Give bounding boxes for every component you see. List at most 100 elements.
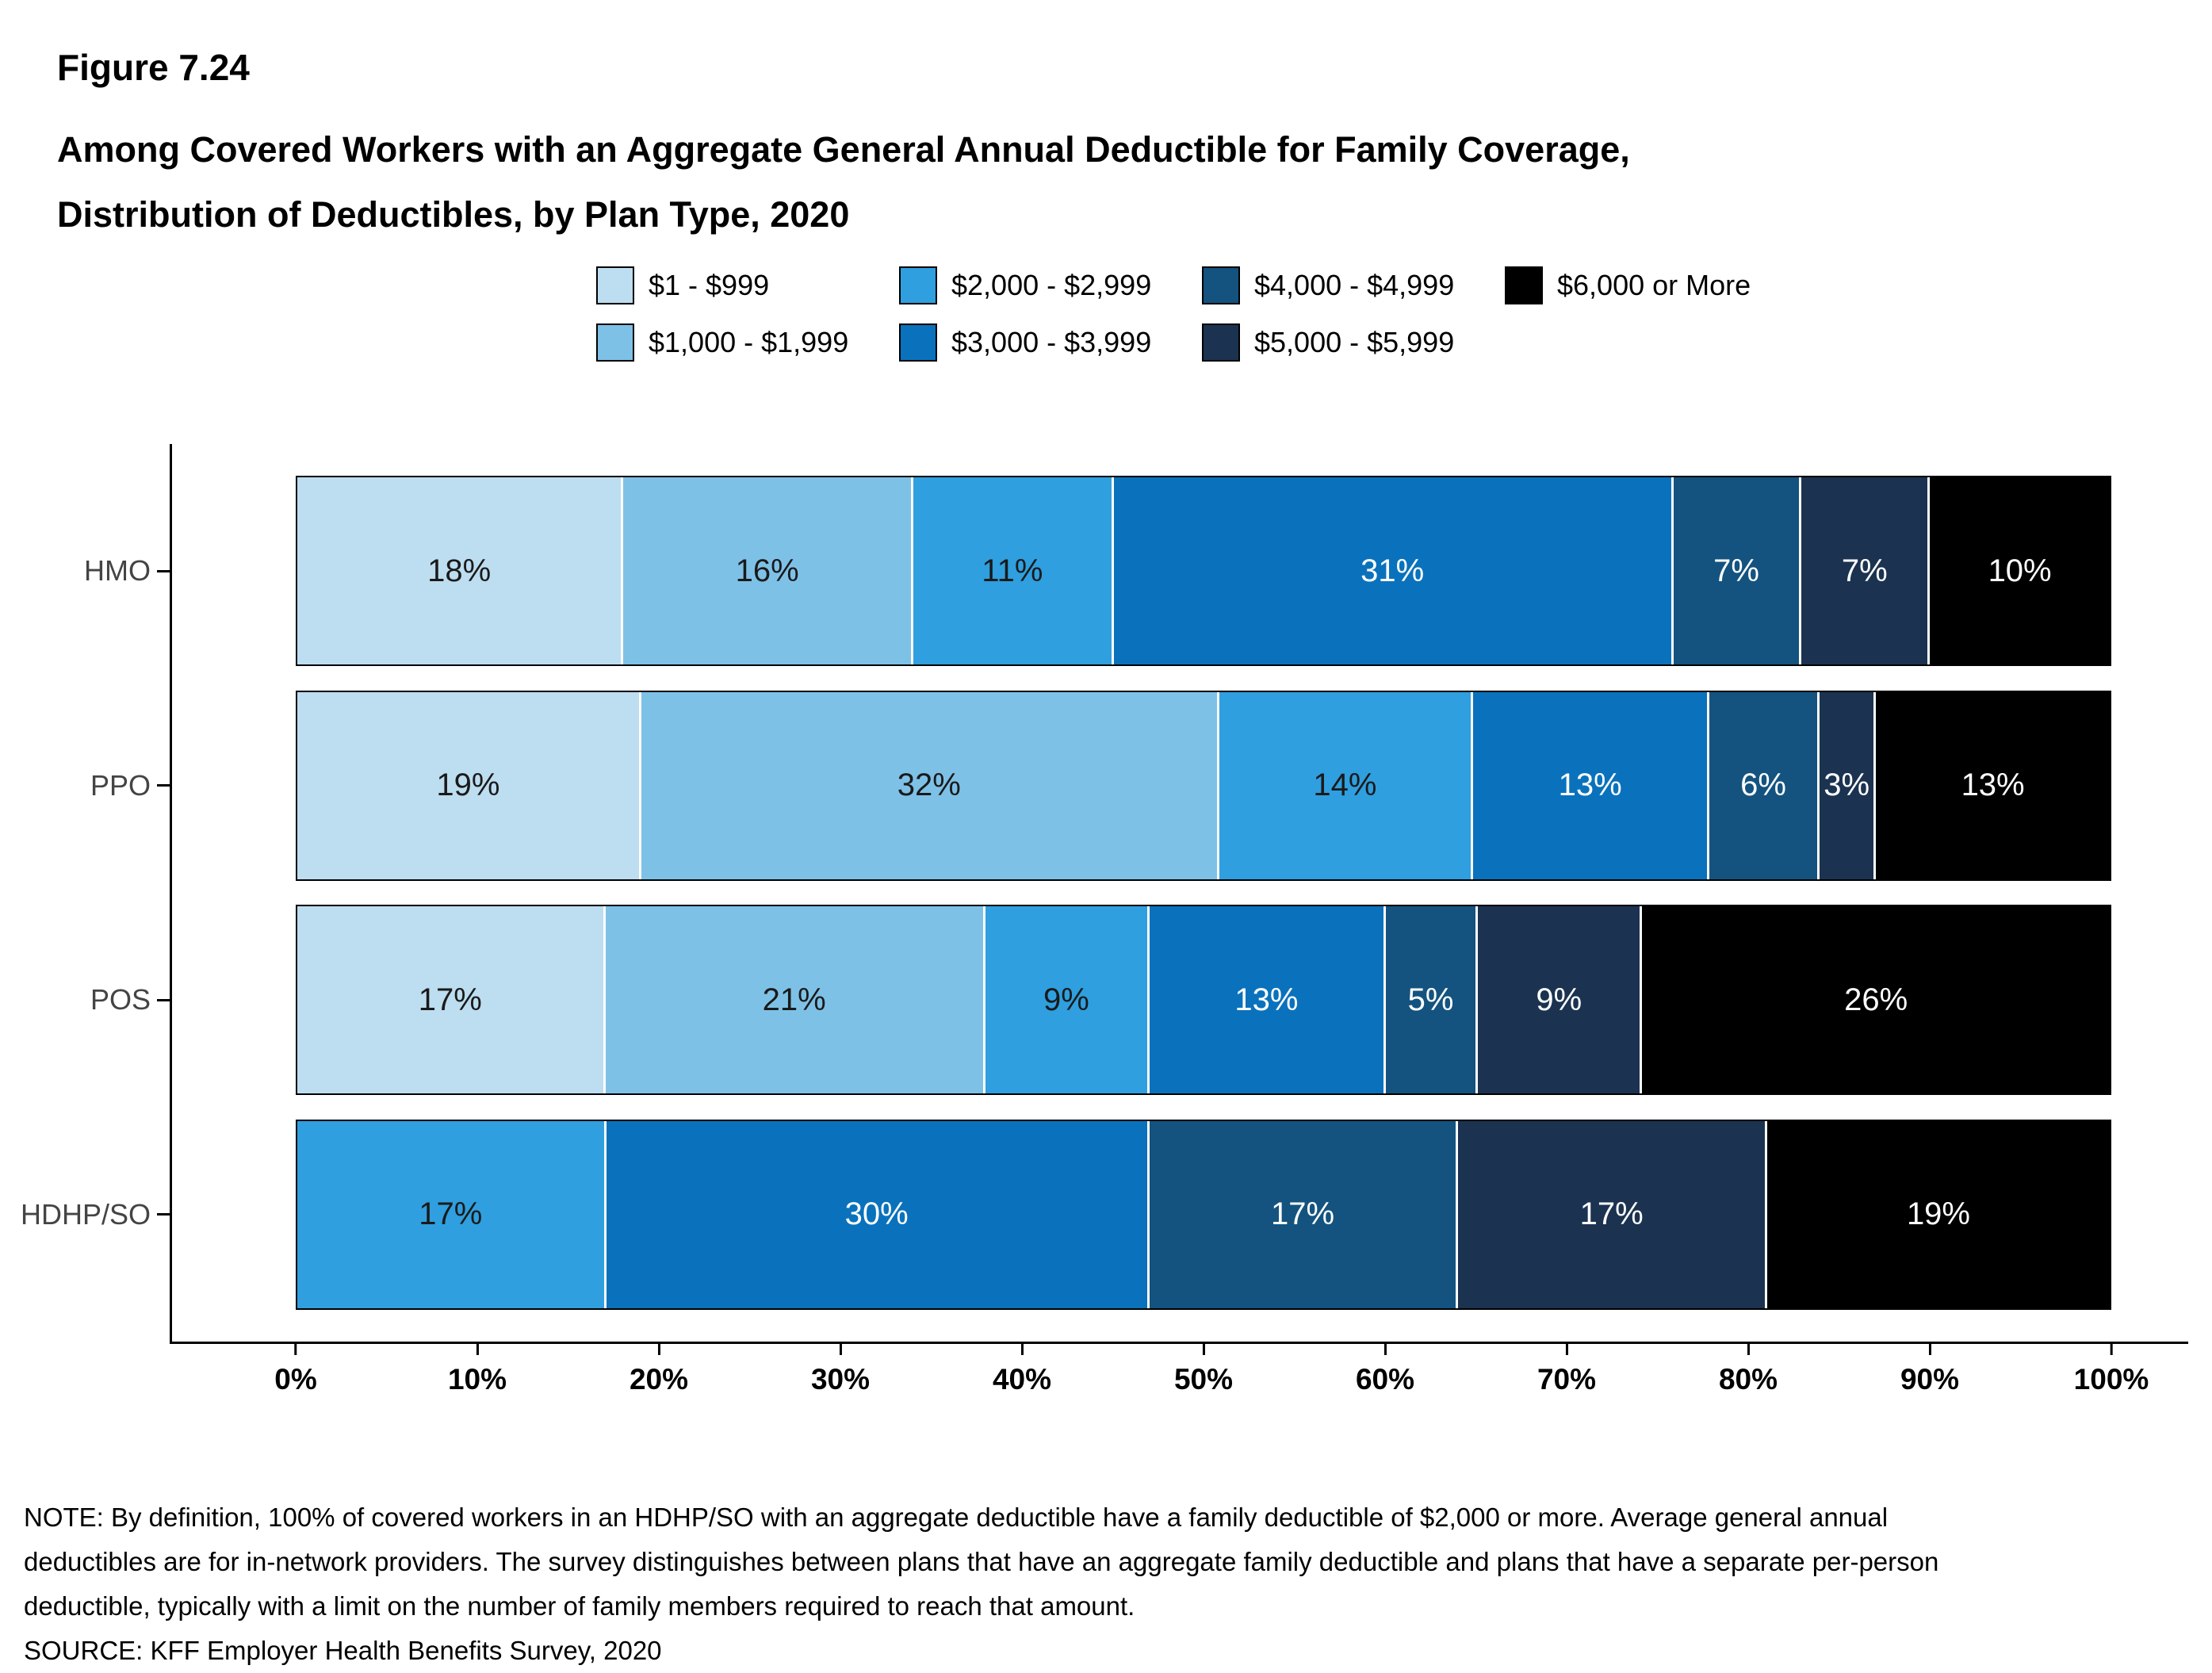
legend-swatch: [1202, 323, 1240, 362]
legend-label: $6,000 or More: [1557, 269, 1751, 301]
x-axis-tick: 30%: [811, 1344, 870, 1396]
bar-segment-value: 21%: [762, 982, 826, 1017]
bar-segment: 19%: [297, 691, 639, 879]
y-axis-tick-mark: [157, 1213, 170, 1216]
legend-item: $5,000 - $5,999: [1202, 323, 1505, 362]
x-axis-tick-mark: [1202, 1344, 1205, 1355]
x-axis-tick: 20%: [630, 1344, 688, 1396]
figure-title: Among Covered Workers with an Aggregate …: [57, 117, 1630, 247]
bar-segment-value: 7%: [1841, 553, 1888, 588]
bar-segment: 6%: [1707, 691, 1818, 879]
x-axis-tick-mark: [294, 1344, 297, 1355]
bar-segment-value: 10%: [1988, 553, 2052, 588]
bar-segment: 31%: [1111, 477, 1671, 664]
bar-segment: 3%: [1817, 691, 1874, 879]
bar-segment: 7%: [1799, 477, 1928, 664]
bar-segment: 9%: [982, 906, 1147, 1094]
bar-segment-value: 13%: [1558, 768, 1622, 803]
footnotes: NOTE: By definition, 100% of covered wor…: [24, 1495, 2022, 1673]
bar-segment: 30%: [603, 1120, 1147, 1308]
figure-number: Figure 7.24: [57, 47, 250, 88]
bar-segment-value: 30%: [844, 1196, 909, 1232]
bar-segment-value: 17%: [1271, 1196, 1335, 1232]
bar-segment: 9%: [1475, 906, 1640, 1094]
y-axis-line: [170, 444, 172, 1344]
bar-segment-value: 5%: [1407, 982, 1454, 1017]
bar-segment: 18%: [297, 477, 622, 664]
x-axis-tick-mark: [839, 1344, 842, 1355]
legend-label: $2,000 - $2,999: [951, 269, 1152, 301]
x-axis-tick-mark: [657, 1344, 660, 1355]
bar-segment: 14%: [1216, 691, 1471, 879]
x-axis-tick-mark: [1565, 1344, 1568, 1355]
bars-area: 18% 16% 11% 31% 7% 7% 10% 19% 32% 14% 13% 6% 3% 13% 17…: [296, 476, 2111, 1310]
bar-segment: 17%: [1456, 1120, 1765, 1308]
figure-title-line-2: Distribution of Deductibles, by Plan Typ…: [57, 194, 850, 235]
x-axis-tick-mark: [1747, 1344, 1750, 1355]
bar-segment-value: 31%: [1360, 553, 1425, 588]
x-axis-tick-label: 30%: [810, 1363, 871, 1395]
x-axis-tick-label: 60%: [1355, 1363, 1415, 1395]
bar-segment-value: 14%: [1313, 768, 1377, 803]
bar-row: 17% 21% 9% 13% 5% 9% 26%: [296, 905, 2111, 1096]
bar-segment: 17%: [1146, 1120, 1456, 1308]
bar-segment-value: 11%: [982, 553, 1043, 588]
bar-segment: 19%: [1764, 1120, 2110, 1308]
y-axis-labels: HMO PPO POS HDHP/SO: [0, 476, 151, 1310]
x-axis-tick: 80%: [1719, 1344, 1778, 1396]
legend-label: $4,000 - $4,999: [1254, 269, 1455, 301]
bar-segment-value: 18%: [427, 553, 492, 588]
x-axis-tick-mark: [1020, 1344, 1024, 1355]
bar-row: 19% 32% 14% 13% 6% 3% 13%: [296, 690, 2111, 881]
legend-label: $1,000 - $1,999: [649, 326, 849, 358]
legend-item: $1,000 - $1,999: [596, 323, 899, 362]
bar-segment-value: 32%: [897, 768, 961, 803]
y-axis-tick-row: [157, 691, 170, 881]
legend-item: $2,000 - $2,999: [899, 266, 1202, 304]
bar-segment: 16%: [621, 477, 912, 664]
y-axis-tick-mark: [157, 784, 170, 787]
x-axis-tick-label: 0%: [274, 1363, 317, 1395]
bar-segment-value: 7%: [1713, 553, 1759, 588]
source-text: SOURCE: KFF Employer Health Benefits Sur…: [24, 1636, 662, 1665]
bar-segment-value: 19%: [1906, 1196, 1970, 1232]
x-axis-tick: 90%: [1900, 1344, 1959, 1396]
bar-segment: 10%: [1927, 477, 2110, 664]
y-axis-ticks: [157, 476, 170, 1310]
legend-item: $1 - $999: [596, 266, 899, 304]
x-axis-tick-label: 80%: [1718, 1363, 1778, 1395]
bar-segment: 17%: [297, 906, 603, 1094]
bar-segment: 21%: [603, 906, 983, 1094]
y-axis-label: HMO: [84, 554, 151, 587]
figure-title-line-1: Among Covered Workers with an Aggregate …: [57, 129, 1630, 170]
bar-segment-value: 17%: [419, 1196, 483, 1232]
bar-segment-value: 13%: [1234, 982, 1299, 1017]
bar-segment: 13%: [1146, 906, 1383, 1094]
y-axis-tick-row: [157, 1120, 170, 1310]
legend-item: $6,000 or More: [1505, 266, 1751, 304]
x-axis-tick: 10%: [448, 1344, 507, 1396]
legend-label: $1 - $999: [649, 269, 770, 301]
x-axis-tick-label: 90%: [1900, 1363, 1960, 1395]
bar-row: 17% 30% 17% 17% 19%: [296, 1119, 2111, 1310]
bar-segment: 17%: [297, 1120, 604, 1308]
x-axis-tick-mark: [2110, 1344, 2113, 1355]
x-axis-line: [170, 1342, 2188, 1344]
legend-item: $3,000 - $3,999: [899, 323, 1202, 362]
legend-swatch: [899, 266, 937, 304]
bar-segment: 13%: [1471, 691, 1708, 879]
bar-segment-value: 13%: [1961, 768, 2025, 803]
chart-legend: $1 - $999 $1,000 - $1,999 $2,000 - $2,999 $…: [596, 266, 1751, 362]
bar-row: 18% 16% 11% 31% 7% 7% 10%: [296, 476, 2111, 666]
x-axis-tick: 0%: [274, 1344, 317, 1396]
x-axis-tick: 40%: [993, 1344, 1051, 1396]
x-axis-tick-label: 70%: [1537, 1363, 1597, 1395]
bar-segment-value: 16%: [735, 553, 799, 588]
bar-segment-value: 9%: [1536, 982, 1582, 1017]
bar-segment: 13%: [1873, 691, 2111, 879]
x-axis-tick-label: 20%: [629, 1363, 689, 1395]
note-text: NOTE: By definition, 100% of covered wor…: [24, 1503, 1939, 1621]
bar-segment: 7%: [1670, 477, 1800, 664]
bar-segment-value: 3%: [1824, 768, 1870, 803]
